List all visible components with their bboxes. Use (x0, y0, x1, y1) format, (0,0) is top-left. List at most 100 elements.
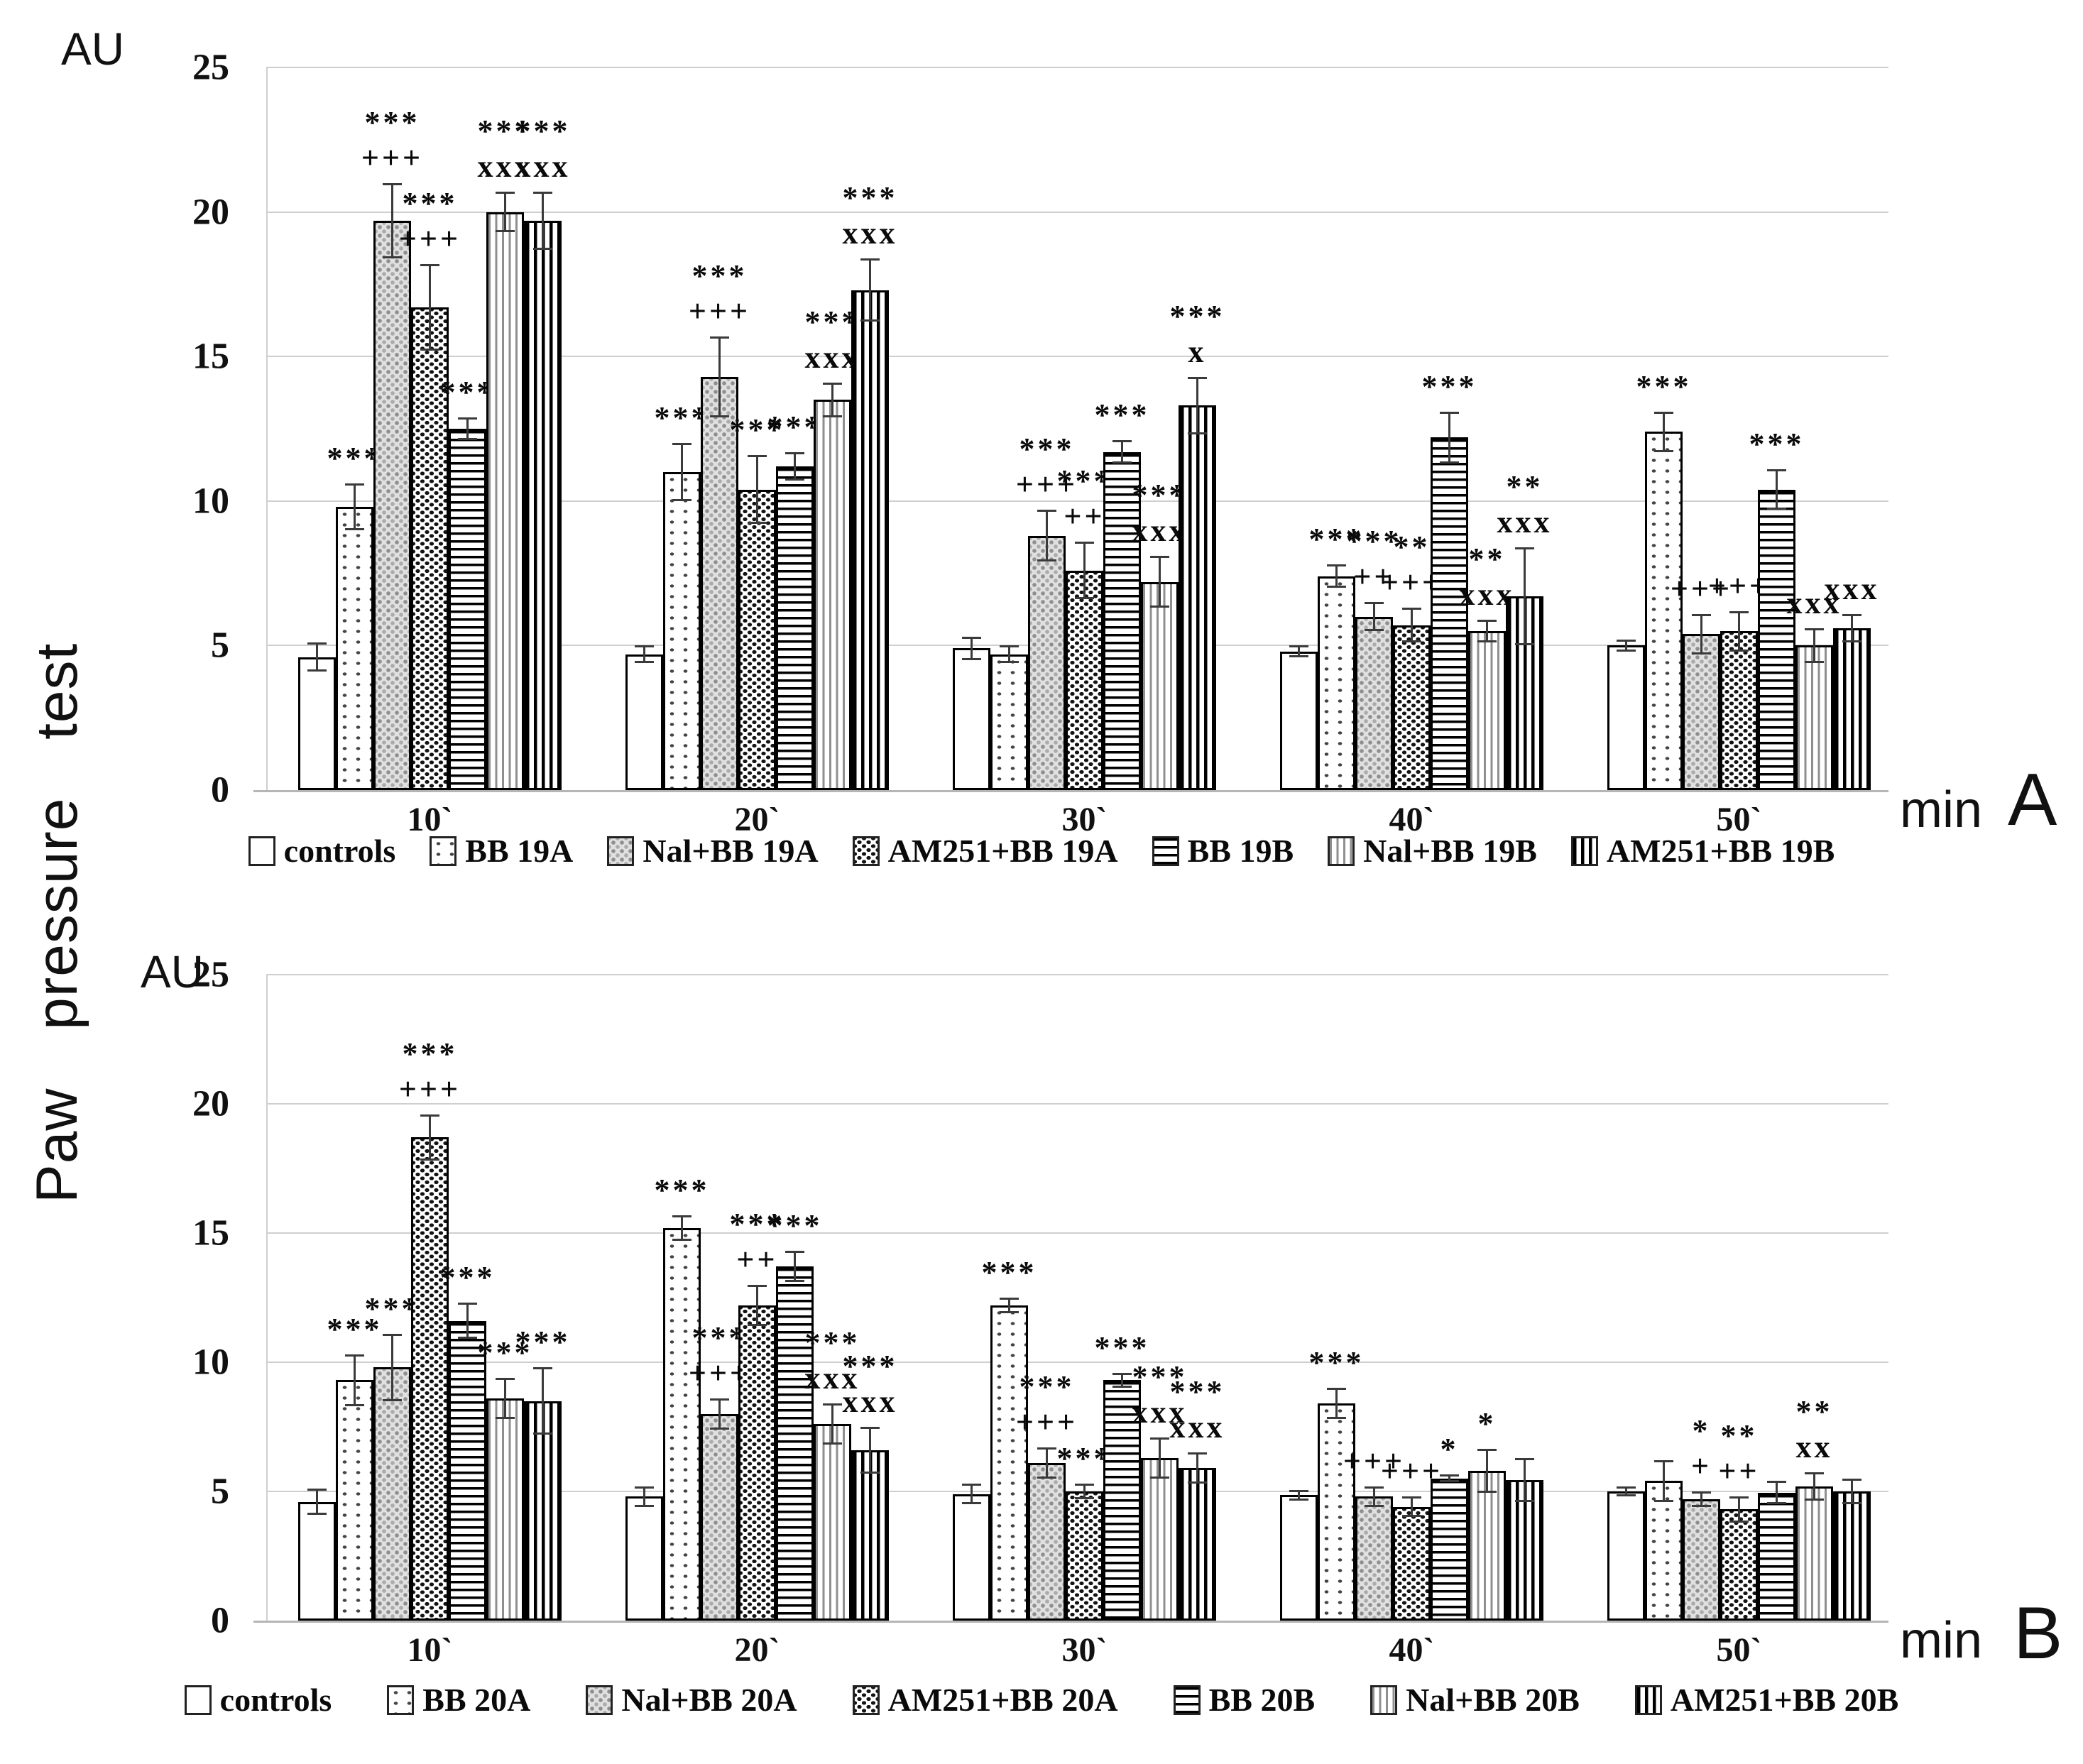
error-bar-stem (504, 1379, 506, 1418)
error-bar (1037, 1447, 1056, 1479)
significance-annotation: *** (1259, 522, 1415, 557)
legend-panel-B: controls BB 20A Nal+BB 20A AM251+BB 20A BB 2… (0, 1681, 2083, 1719)
bar-bb-20b-20 (776, 1266, 814, 1621)
significance-annotation: ** xxx (1447, 469, 1603, 540)
gridline-20 (266, 1103, 1888, 1105)
bar-nal-bb-20a-40 (1355, 1496, 1393, 1621)
error-bar (1805, 1472, 1824, 1501)
significance-symbol: *** (1169, 298, 1225, 334)
significance-symbol: ** (1468, 541, 1506, 576)
significance-symbol: *** (327, 441, 383, 476)
significance-symbol: xxx (1132, 513, 1188, 549)
significance-symbol: *** (804, 304, 860, 339)
legend-item-am251-bb-19b: AM251+BB 19B (1570, 832, 1835, 870)
bar-am251-bb-19b-20 (851, 290, 889, 790)
error-bar-stem (1524, 1459, 1526, 1500)
legend-item-am251-bb-20a: AM251+BB 20A (852, 1681, 1118, 1719)
error-bar (1654, 1460, 1673, 1502)
significance-annotation: ** xx (1737, 1394, 1893, 1465)
significance-symbol: *** (1094, 1330, 1150, 1365)
bar-nal-bb-19b-30 (1141, 581, 1179, 790)
error-bar-stem (1813, 630, 1815, 661)
bar-nal-bb-20a-10 (373, 1367, 411, 1621)
significance-annotation: +++ (1334, 1454, 1490, 1489)
significance-annotation: *** (717, 1208, 873, 1244)
legend-swatch-icon (387, 1684, 415, 1715)
error-bar-stem (1813, 1474, 1815, 1499)
bar-bb-20a-20 (663, 1227, 701, 1621)
error-bar (496, 1377, 515, 1420)
significance-symbol: ++ (1064, 498, 1105, 534)
legend-label: BB 19B (1187, 833, 1294, 869)
y-axis-tick-10: 10 (192, 481, 229, 522)
error-bar-stem (1663, 1462, 1665, 1500)
gridline-15 (266, 356, 1888, 358)
significance-annotation: *** ++ (679, 1207, 836, 1278)
significance-annotation: * (1372, 1432, 1528, 1467)
significance-symbol: xxx (1786, 585, 1842, 620)
error-bar-stem (971, 1486, 973, 1503)
error-bar (860, 258, 880, 322)
bar-nal-bb-19a-30 (1028, 535, 1066, 790)
error-bar (345, 1354, 364, 1406)
error-bar-stem (354, 486, 356, 528)
error-bar-stem (316, 645, 318, 670)
y-axis-tick-15: 15 (192, 336, 229, 377)
significance-annotation: ** ++ (1661, 1418, 1817, 1489)
bar-bb-19b-50 (1758, 489, 1795, 790)
error-bar (860, 1427, 880, 1474)
significance-symbol: *** (842, 180, 898, 215)
error-bar-stem (1625, 1488, 1627, 1495)
significance-annotation: *** (465, 1325, 621, 1360)
error-bar-stem (1448, 1477, 1450, 1481)
error-bar (710, 1398, 729, 1430)
error-bar-stem (1298, 1492, 1300, 1499)
error-bar (785, 451, 804, 481)
x-axis-tick-10: 10` (407, 1631, 453, 1669)
significance-symbol: *** (654, 400, 710, 436)
error-bar (383, 1333, 402, 1401)
significance-annotation: +++ (1296, 1444, 1453, 1479)
significance-annotation: *** (315, 1291, 471, 1327)
x-axis-tick-30: 30` (1061, 801, 1108, 838)
legend-item-nal-bb-20a: Nal+BB 20A (586, 1681, 797, 1719)
bar-bb-20b-10 (449, 1320, 486, 1621)
error-bar (1767, 469, 1786, 510)
x-axis-tick-50: 50` (1716, 1631, 1762, 1669)
error-bar (1729, 610, 1749, 652)
bar-am251-bb-20a-20 (738, 1305, 776, 1621)
error-bar-stem (718, 1400, 721, 1428)
legend-item-bb-19b: BB 19B (1152, 832, 1294, 870)
significance-annotation: *** (390, 1260, 546, 1295)
legend-swatch-icon (1634, 1684, 1662, 1715)
error-bar-stem (1700, 615, 1702, 652)
gridline-10 (266, 500, 1888, 502)
error-bar (1617, 640, 1636, 652)
significance-symbol: xxx (804, 339, 860, 375)
error-bar (458, 1303, 477, 1340)
x-axis-tick-40: 40` (1389, 1631, 1435, 1669)
legend-swatch-icon (248, 836, 275, 866)
bar-am251-bb-19b-10 (524, 220, 562, 790)
error-bar (307, 1489, 327, 1515)
significance-symbol: *** (804, 1325, 860, 1361)
error-bar (307, 642, 327, 672)
error-bar (1289, 1490, 1308, 1501)
legend-swatch-icon (607, 836, 635, 866)
error-bar-stem (354, 1357, 356, 1404)
error-bar (823, 1403, 842, 1445)
bar-am251-bb-19a-10 (411, 307, 449, 790)
y-axis-title: Paw pressure test (25, 642, 89, 1203)
significance-symbol: +++ (398, 1071, 461, 1107)
significance-symbol: *** (364, 1291, 420, 1326)
error-bar-stem (1738, 613, 1740, 650)
significance-annotation: *** (1699, 427, 1855, 462)
significance-symbol: ** (1393, 530, 1431, 565)
error-bar-stem (1486, 1450, 1488, 1491)
error-bar-stem (1196, 378, 1198, 433)
legend-label: AM251+BB 19B (1606, 833, 1835, 869)
significance-annotation: *** (1586, 369, 1742, 405)
bar-controls-30 (953, 648, 990, 790)
significance-annotation: *** (427, 1335, 584, 1371)
error-bar (1000, 1298, 1019, 1313)
